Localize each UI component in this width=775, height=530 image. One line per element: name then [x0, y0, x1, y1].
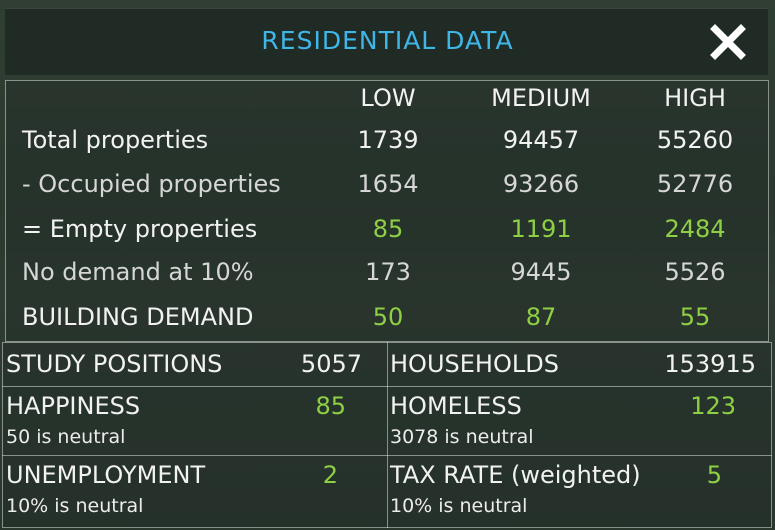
properties-table	[5, 80, 769, 342]
close-icon	[710, 24, 746, 60]
row-label-occupied-properties: - Occupied properties	[22, 170, 281, 198]
close-button[interactable]	[708, 22, 748, 62]
occupied-properties-high: 52776	[656, 170, 734, 198]
column-header-low: LOW	[360, 84, 416, 112]
unemployment-label: UNEMPLOYMENT	[6, 461, 206, 489]
row-label-no-demand: No demand at 10%	[22, 258, 254, 286]
total-properties-medium: 94457	[502, 126, 580, 154]
households-label: HOUSEHOLDS	[390, 350, 559, 378]
unemployment-note: 10% is neutral	[6, 495, 144, 517]
building-demand-high: 55	[679, 303, 711, 331]
stats-divider-1	[2, 386, 772, 387]
total-properties-low: 1739	[357, 126, 419, 154]
unemployment-value: 2	[322, 461, 338, 489]
tax-rate-label: TAX RATE (weighted)	[390, 461, 641, 489]
column-header-high: HIGH	[664, 84, 726, 112]
row-label-total-properties: Total properties	[22, 126, 209, 154]
happiness-value: 85	[315, 392, 346, 420]
row-label-empty-properties: = Empty properties	[22, 215, 258, 243]
no-demand-high: 5526	[664, 258, 726, 286]
panel-title: RESIDENTIAL DATA	[261, 26, 514, 55]
column-header-medium: MEDIUM	[491, 84, 591, 112]
happiness-note: 50 is neutral	[6, 426, 126, 448]
empty-properties-high: 2484	[664, 215, 726, 243]
empty-properties-medium: 1191	[510, 215, 572, 243]
stats-divider-vertical	[387, 342, 388, 528]
total-properties-high: 55260	[656, 126, 734, 154]
study-positions-value: 5057	[300, 350, 362, 378]
occupied-properties-low: 1654	[357, 170, 419, 198]
happiness-label: HAPPINESS	[6, 392, 141, 420]
households-value: 153915	[664, 350, 756, 378]
homeless-value: 123	[690, 392, 736, 420]
study-positions-label: STUDY POSITIONS	[6, 350, 223, 378]
building-demand-low: 50	[372, 303, 404, 331]
occupied-properties-medium: 93266	[502, 170, 580, 198]
tax-rate-value: 5	[706, 461, 722, 489]
panel-titlebar	[5, 8, 768, 75]
building-demand-medium: 87	[525, 303, 557, 331]
no-demand-low: 173	[365, 258, 411, 286]
empty-properties-low: 85	[372, 215, 404, 243]
homeless-note: 3078 is neutral	[390, 426, 534, 448]
homeless-label: HOMELESS	[390, 392, 522, 420]
tax-rate-note: 10% is neutral	[390, 495, 528, 517]
stats-divider-2	[2, 455, 772, 456]
no-demand-medium: 9445	[510, 258, 572, 286]
row-label-building-demand: BUILDING DEMAND	[22, 303, 254, 331]
